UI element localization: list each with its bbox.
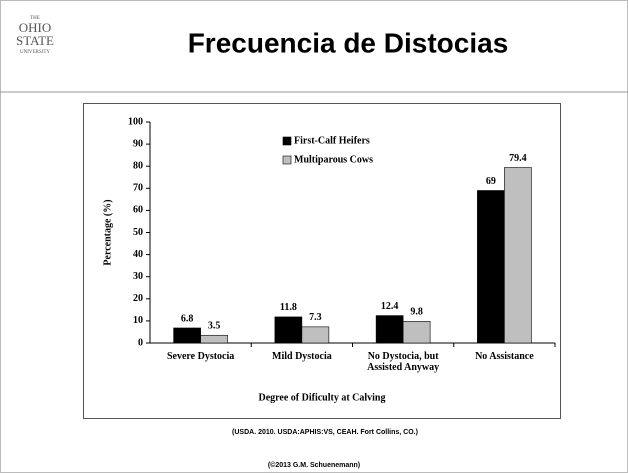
y-tick-label: 20 bbox=[133, 293, 143, 304]
logo-text: THE bbox=[30, 16, 40, 21]
x-tick-label: Severe Dystocia bbox=[166, 351, 235, 362]
y-tick-label: 100 bbox=[128, 116, 143, 127]
y-tick-label: 70 bbox=[133, 183, 143, 194]
chart-frame bbox=[83, 103, 561, 419]
value-label: 79.4 bbox=[509, 153, 527, 164]
value-label: 12.4 bbox=[381, 301, 399, 312]
x-tick-label: Mild Dystocia bbox=[272, 351, 332, 362]
x-tick-label: No Assistance bbox=[475, 351, 534, 362]
bar bbox=[173, 327, 201, 344]
legend-label: Multiparous Cows bbox=[294, 154, 373, 165]
y-tick-label: 0 bbox=[138, 337, 143, 348]
bar bbox=[274, 316, 303, 344]
y-tick-label: 90 bbox=[133, 138, 143, 149]
y-tick-label: 80 bbox=[133, 160, 143, 171]
logo-text: UNIVERSITY bbox=[20, 50, 50, 55]
value-label: 7.3 bbox=[309, 312, 322, 323]
y-tick-label: 60 bbox=[133, 205, 143, 216]
value-label: 6.8 bbox=[181, 313, 194, 324]
legend-swatch bbox=[282, 136, 292, 146]
bar bbox=[200, 334, 228, 344]
source: (USDA. 2010. USDA:APHIS:VS, CEAH. Fort C… bbox=[232, 429, 418, 436]
y-tick-label: 30 bbox=[133, 271, 143, 282]
bar bbox=[402, 321, 431, 344]
y-tick-label: 10 bbox=[133, 315, 143, 326]
legend-label: First-Calf Heifers bbox=[294, 135, 370, 146]
x-axis-label: Degree of Dificulty at Calving bbox=[258, 392, 385, 403]
copyright: (©2013 G.M. Schuenemann) bbox=[268, 461, 360, 469]
logo-text: OHIO bbox=[19, 20, 52, 35]
x-tick-label: No Dystocia, but Assisted Anyway bbox=[367, 351, 440, 373]
y-tick-label: 40 bbox=[133, 249, 143, 260]
value-label: 11.8 bbox=[280, 302, 297, 313]
y-tick-label: 50 bbox=[133, 227, 143, 238]
bar bbox=[375, 315, 404, 344]
bar bbox=[477, 190, 505, 344]
y-axis-label: Percentage (%) bbox=[102, 199, 113, 265]
bar bbox=[301, 326, 330, 344]
legend-swatch bbox=[282, 155, 292, 165]
bar bbox=[504, 167, 532, 344]
logo-text: STATE bbox=[16, 33, 54, 48]
value-label: 9.8 bbox=[410, 307, 423, 318]
slide-title: Frecuencia de Distocias bbox=[188, 27, 509, 58]
value-label: 3.5 bbox=[208, 321, 221, 332]
value-label: 69 bbox=[486, 176, 496, 187]
